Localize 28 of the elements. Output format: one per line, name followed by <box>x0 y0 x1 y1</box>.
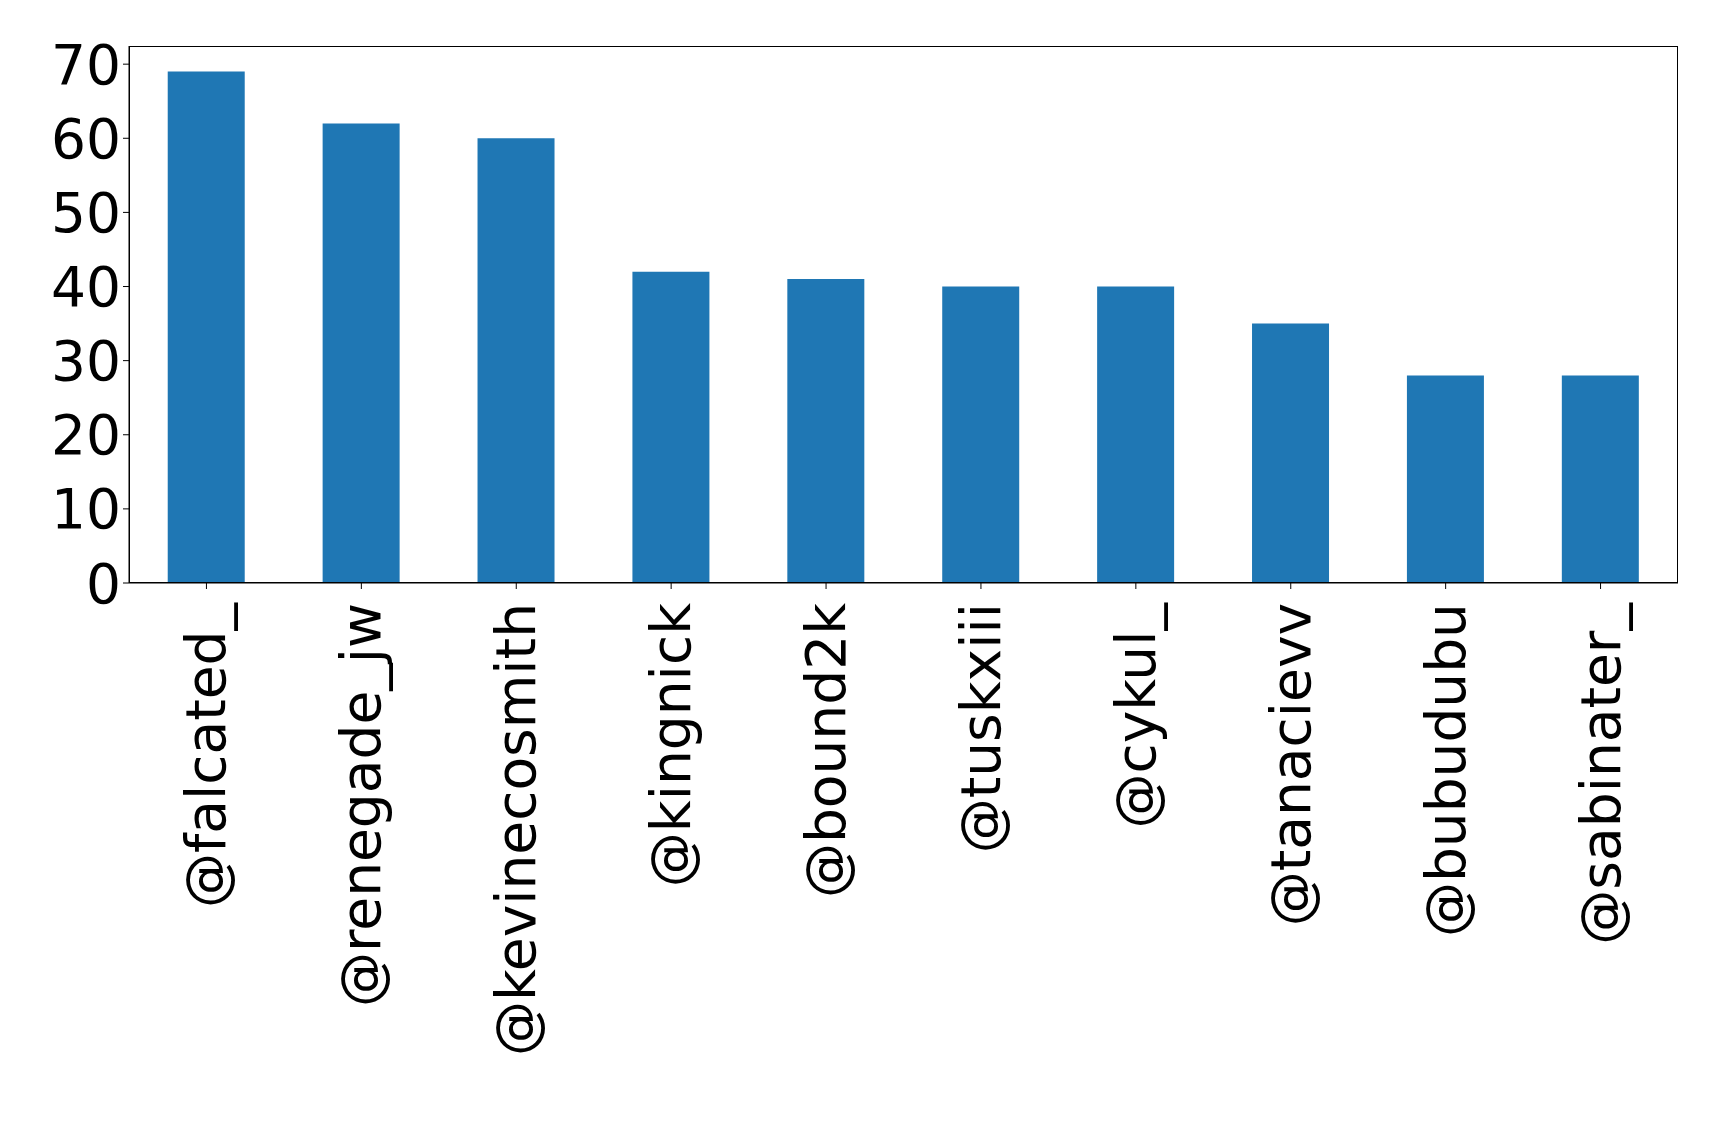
bar <box>632 271 710 583</box>
bar <box>787 279 865 583</box>
x-tick-label: @kingnick <box>639 602 704 888</box>
bar <box>167 71 245 583</box>
bar <box>1561 375 1639 583</box>
x-tick-label: @bubudubu <box>1413 603 1478 938</box>
y-tick-label: 20 <box>51 403 121 468</box>
bar <box>1097 286 1175 583</box>
bar <box>477 138 555 583</box>
x-tick-label: @sabinater_ <box>1568 601 1633 945</box>
y-tick-label: 60 <box>51 106 121 171</box>
x-tick-label: @tanacievv <box>1258 603 1323 927</box>
y-tick-label: 50 <box>51 180 121 245</box>
x-tick-label: @tuskxiii <box>948 603 1013 854</box>
bar <box>322 123 400 583</box>
y-tick-label: 10 <box>51 477 121 542</box>
y-tick-label: 30 <box>51 329 121 394</box>
bar <box>942 286 1020 583</box>
y-tick-label: 0 <box>86 551 121 616</box>
x-tick-label: @bound2k <box>794 602 859 899</box>
x-tick-label: @falcated_ <box>174 601 239 909</box>
x-tick-label: @kevinecosmith <box>484 603 549 1057</box>
y-tick-label: 40 <box>51 255 121 320</box>
y-tick-label: 70 <box>51 32 121 97</box>
x-tick-label: @cykul_ <box>1103 601 1168 829</box>
bar <box>1252 323 1330 583</box>
x-tick-label: @renegade_jw <box>329 603 394 1008</box>
bar <box>1406 375 1484 583</box>
